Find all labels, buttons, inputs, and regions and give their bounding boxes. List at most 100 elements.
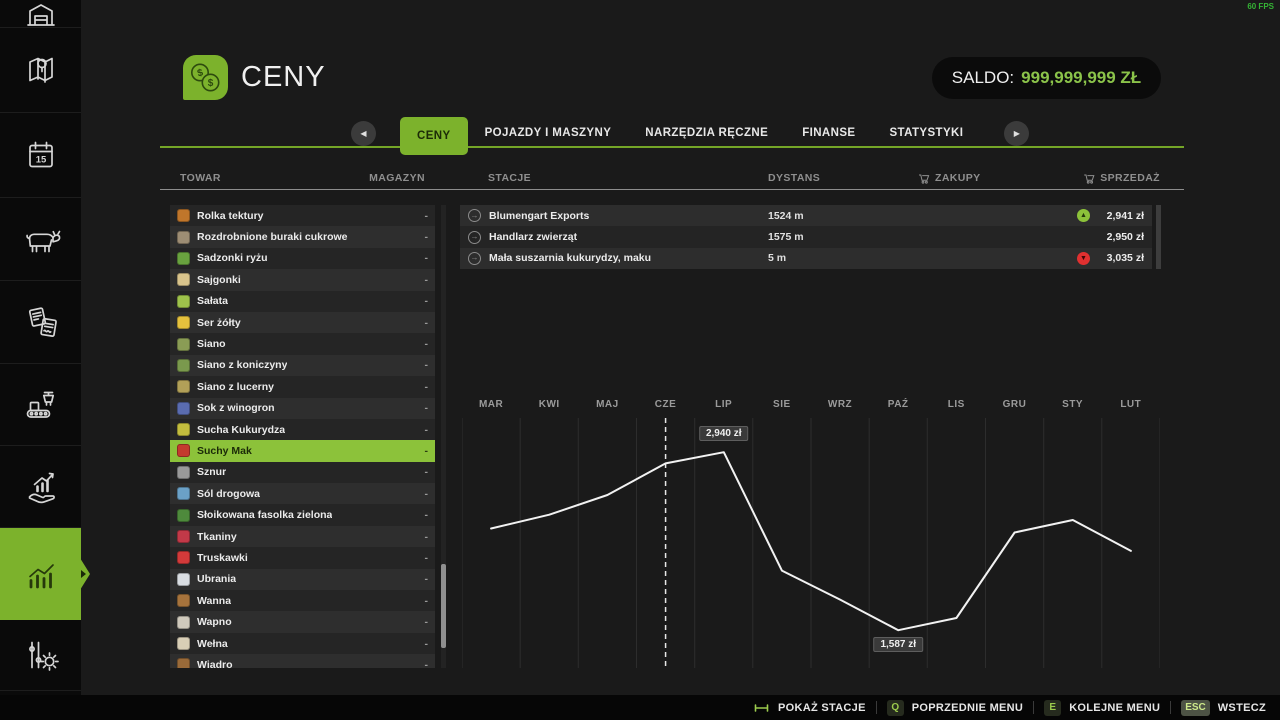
sidebar-item-sales[interactable] (0, 446, 81, 528)
product-row[interactable]: Siano - (170, 333, 435, 355)
key-q: Q (886, 699, 904, 716)
product-row[interactable]: Wapno - (170, 611, 435, 633)
sidebar-item-vehicles[interactable] (0, 0, 81, 28)
chart-canvas (461, 418, 1161, 668)
key-hint-kolejne-menu[interactable]: E KOLEJNE MENU (1044, 699, 1161, 716)
sidebar-item-production[interactable] (0, 364, 81, 446)
key-hints-bar: POKAŻ STACJE Q POPRZEDNIE MENU E KOLEJNE MEN… (0, 695, 1280, 720)
hint-label: KOLEJNE MENU (1069, 701, 1161, 714)
month-label: STY (1062, 399, 1084, 410)
product-row[interactable]: Sól drogowa - (170, 483, 435, 505)
product-row[interactable]: Truskawki - (170, 547, 435, 569)
product-row[interactable]: Ser żółty - (170, 311, 435, 334)
tab-finanse[interactable]: FINANSE (802, 126, 856, 139)
key-esc: ESC (1181, 699, 1210, 716)
product-row[interactable]: Sadzonki ryżu - (170, 247, 435, 270)
product-list-scrollbar-thumb[interactable] (441, 564, 446, 648)
sidebar: 15 (0, 0, 90, 695)
product-row[interactable]: Rolka tektury - (170, 205, 435, 227)
product-row[interactable]: Siano z lucerny - (170, 376, 435, 398)
sidebar-item-calendar[interactable]: 15 (0, 113, 81, 198)
product-row[interactable]: Słoikowana fasolka zielona - (170, 504, 435, 526)
svg-text:$: $ (196, 67, 205, 79)
hint-label: POKAŻ STACJE (777, 701, 866, 714)
product-row[interactable]: Tkaniny - (170, 525, 435, 548)
month-label: LIS (947, 399, 965, 410)
product-storage-value: - (424, 231, 429, 244)
month-label: KWI (538, 399, 560, 410)
statistics-icon (28, 564, 54, 589)
hint-separator (875, 701, 877, 714)
clover-hay-icon (177, 358, 190, 372)
product-row[interactable]: Sałata - (170, 290, 435, 312)
product-row[interactable]: Wełna - (170, 632, 435, 655)
product-storage-value: - (424, 530, 429, 543)
sidebar-item-settings[interactable] (0, 620, 81, 691)
product-name: Tkaniny (197, 530, 237, 543)
key-hint-poprzednie-menu[interactable]: Q POPRZEDNIE MENU (886, 699, 1024, 716)
tab-scroll-right-button[interactable]: ▶ (1004, 121, 1030, 146)
station-goto-icon[interactable]: → (468, 251, 481, 265)
calendar-day: 15 (35, 155, 46, 166)
station-goto-icon[interactable]: → (468, 209, 481, 223)
hint-label: POPRZEDNIE MENU (911, 701, 1024, 714)
twine-icon (177, 465, 190, 479)
product-row[interactable]: Sznur - (170, 461, 435, 484)
tab-ceny[interactable]: CENY (400, 117, 468, 155)
product-storage-value: - (424, 252, 429, 265)
product-name: Wiadro (197, 658, 233, 668)
tab-narz-dzia-r-czne[interactable]: NARZĘDZIA RĘCZNE (645, 126, 769, 139)
product-name: Siano z lucerny (197, 380, 275, 393)
product-row[interactable]: Suchy Mak - (170, 440, 435, 462)
column-header-stacje: STACJE (488, 172, 532, 184)
column-header-sprzedaz-label: SPRZEDAŻ (1100, 172, 1160, 184)
price-line (490, 451, 1132, 632)
balance-display: SALDO: 999,999,999 ZŁ (932, 57, 1161, 99)
product-name: Rozdrobnione buraki cukrowe (197, 231, 348, 244)
column-header-zakupy: ZAKUPY (918, 172, 981, 184)
product-storage-value: - (424, 402, 429, 415)
calendar-icon: 15 (28, 141, 53, 168)
station-row[interactable]: → Mała suszarnia kukurydzy, maku 5 m ▼ 3,035… (460, 247, 1152, 270)
station-list-scrollbar-thumb[interactable] (1156, 205, 1161, 269)
product-storage-value: - (424, 209, 429, 222)
product-name: Sucha Kukurydza (197, 423, 286, 436)
key-hint-wstecz[interactable]: ESC WSTECZ (1181, 699, 1266, 716)
sidebar-item-statistics[interactable] (0, 528, 90, 620)
product-row[interactable]: Rozdrobnione buraki cukrowe - (170, 226, 435, 248)
chart-month-labels: MAR KWI MAJ CZE LIP SIE WRZ PAŹ LIS GRU STY LUT (462, 399, 1160, 410)
key-hint-poka-stacje[interactable]: POKAŻ STACJE (753, 702, 866, 714)
tab-pojazdy-i-maszyny[interactable]: POJAZDY I MASZYNY (484, 126, 612, 139)
jarred-green-beans-icon (177, 508, 190, 522)
column-header-towar: TOWAR (180, 172, 221, 184)
cardboard-roll-icon (177, 209, 190, 223)
station-name: Handlarz zwierząt (489, 231, 578, 244)
header-divider (160, 189, 1184, 190)
product-row[interactable]: Sok z winogron - (170, 397, 435, 419)
lime-icon (177, 615, 190, 629)
product-row[interactable]: Ubrania - (170, 568, 435, 591)
tab-statystyki[interactable]: STATYSTYKI (889, 126, 964, 139)
production-icon (26, 391, 54, 418)
product-row[interactable]: Sucha Kukurydza - (170, 418, 435, 441)
column-header-sprzedaz: SPRZEDAŻ (1083, 172, 1160, 184)
sidebar-item-contracts[interactable] (0, 281, 81, 364)
sidebar-item-map[interactable] (0, 28, 81, 113)
station-goto-icon[interactable]: → (468, 230, 481, 244)
product-row[interactable]: Wanna - (170, 590, 435, 612)
product-storage-value: - (424, 466, 429, 479)
product-row[interactable]: Sajgonki - (170, 269, 435, 291)
prices-coins-icon: $ $ (183, 55, 228, 100)
column-header-magazyn: MAGAZYN (369, 172, 425, 184)
product-row[interactable]: Siano z koniczyny - (170, 354, 435, 377)
station-row[interactable]: → Blumengart Exports 1524 m ▲ 2,941 zł (460, 205, 1152, 227)
dry-corn-icon (177, 423, 190, 437)
tab-scroll-left-button[interactable]: ◀ (351, 121, 376, 146)
station-distance: 1524 m (768, 209, 804, 222)
product-name: Wanna (197, 594, 232, 607)
sidebar-item-animals[interactable] (0, 198, 81, 281)
product-storage-value: - (424, 594, 429, 607)
product-row[interactable]: Wiadro - (170, 654, 435, 668)
station-name: Blumengart Exports (489, 209, 590, 222)
station-row[interactable]: → Handlarz zwierząt 1575 m 2,950 zł (460, 226, 1152, 248)
